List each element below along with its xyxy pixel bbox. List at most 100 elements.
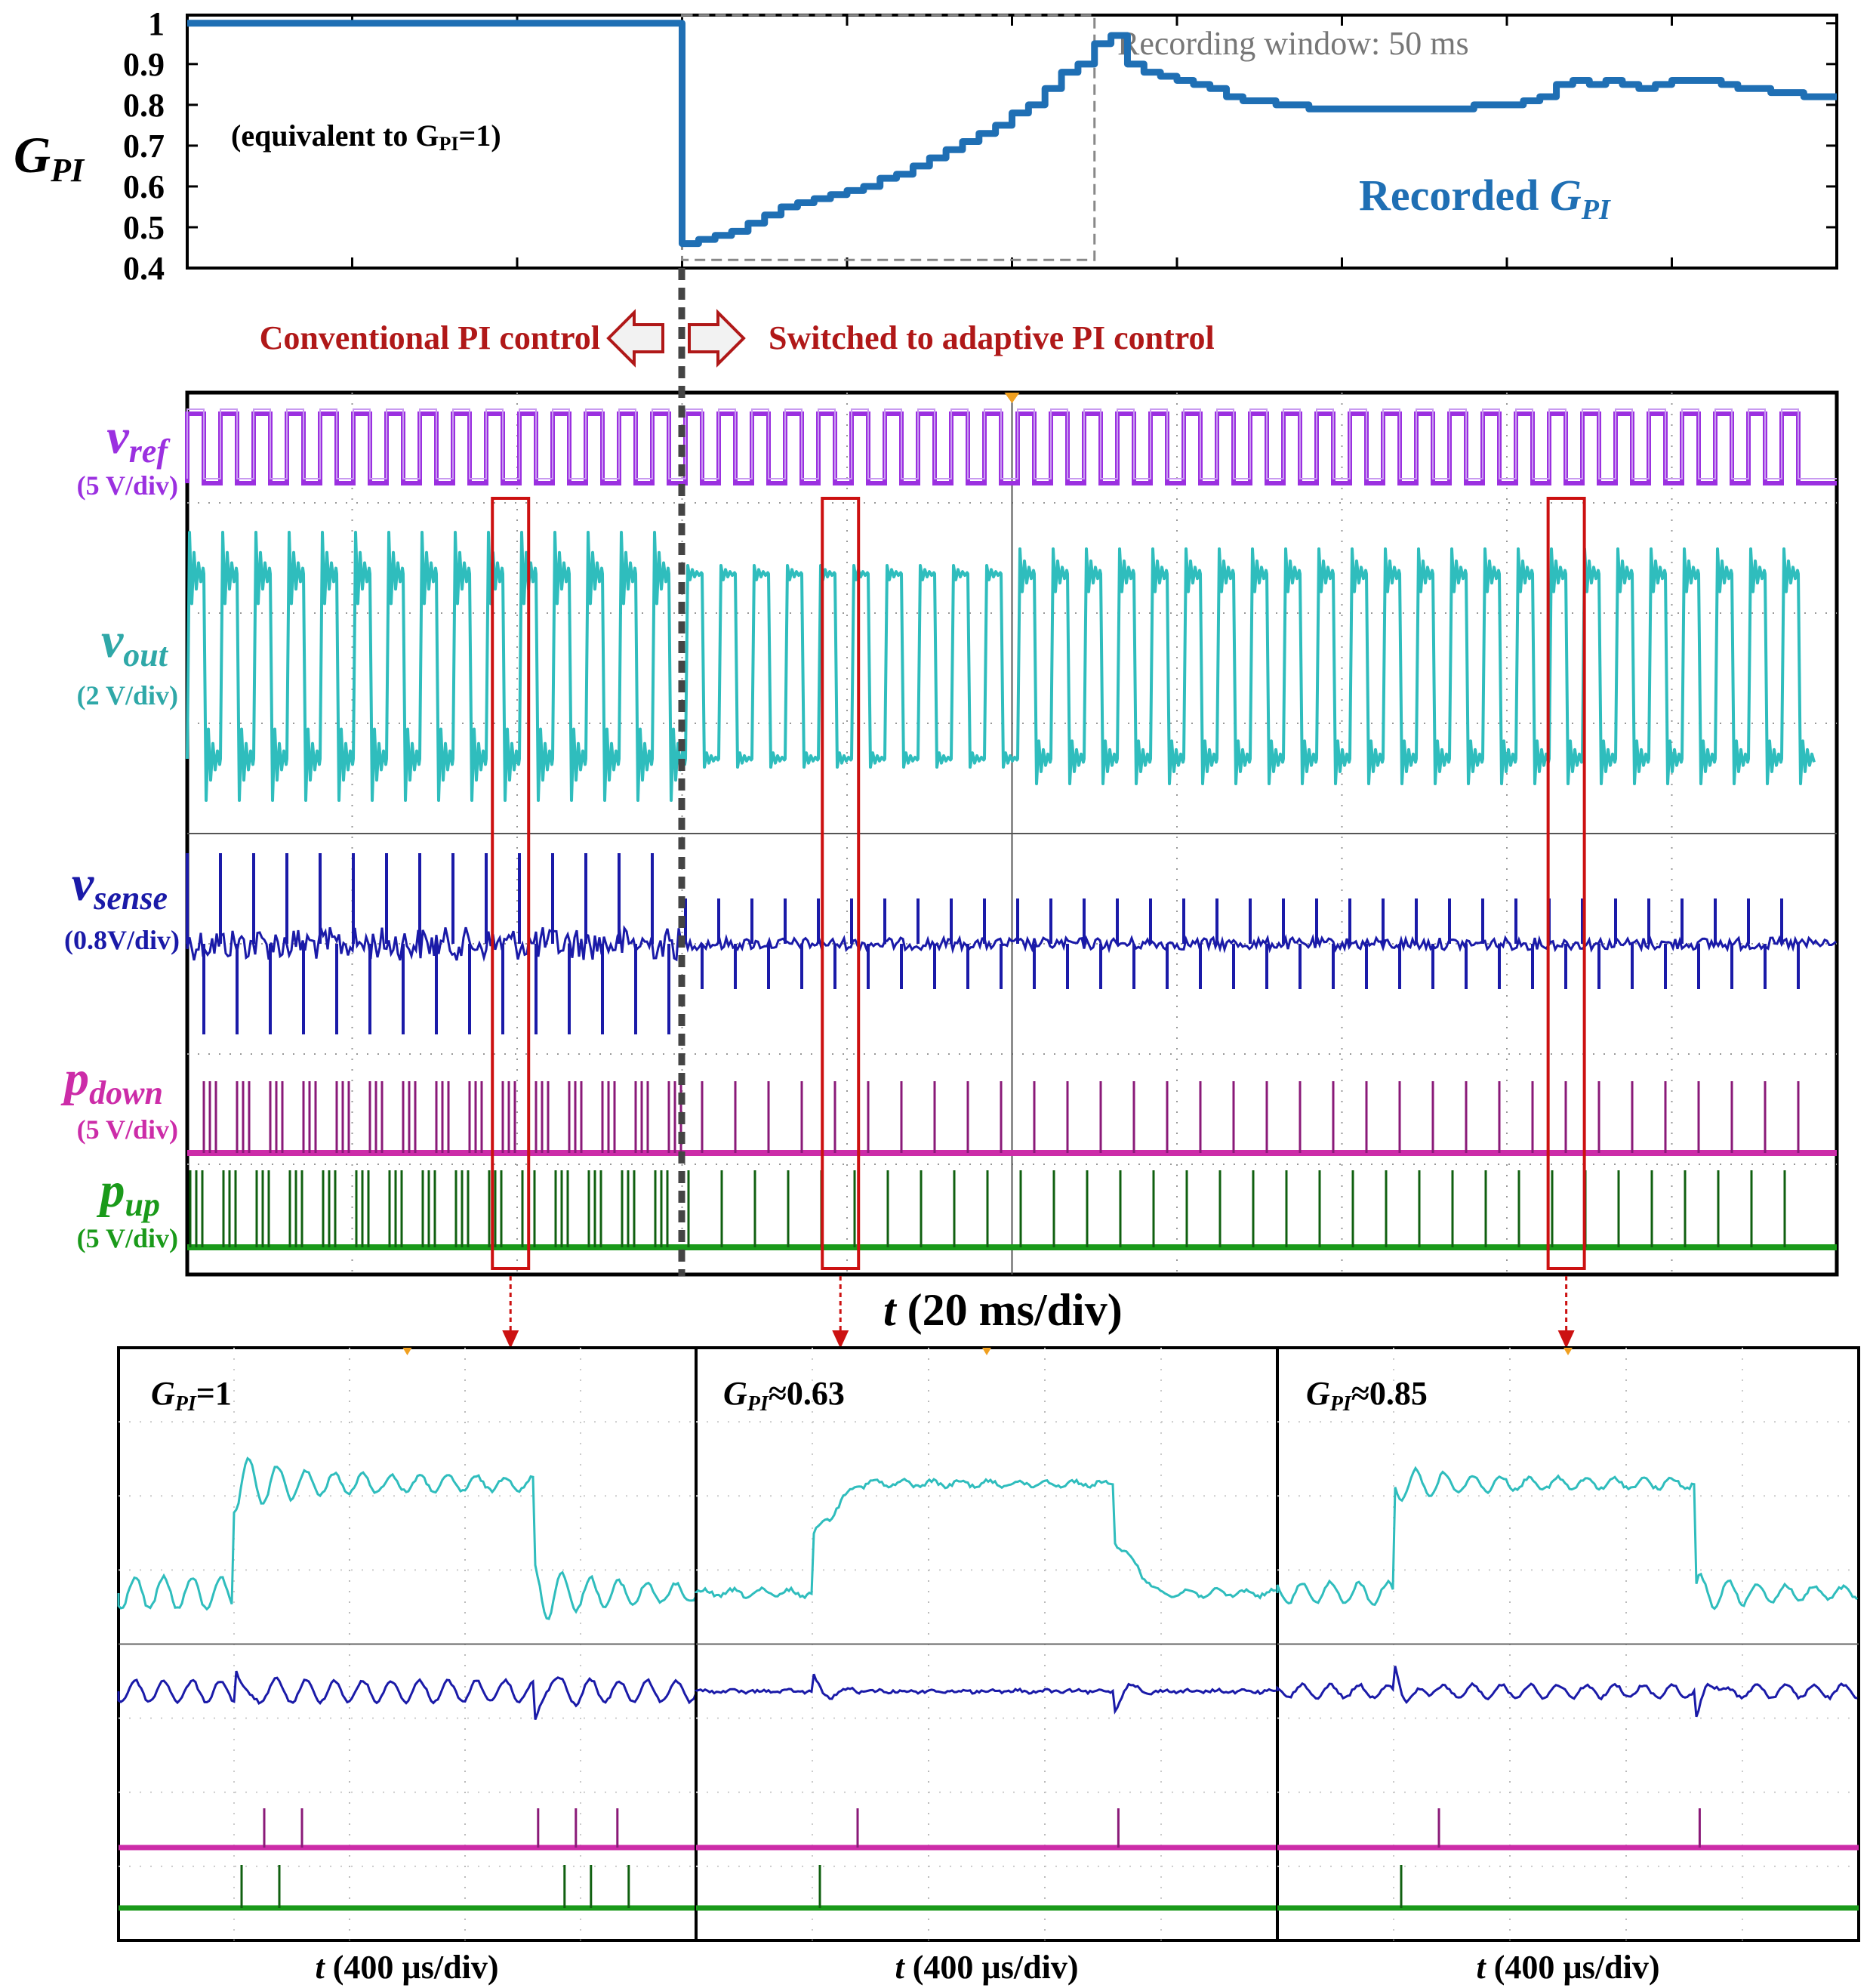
zoom-panel-2-grid	[696, 1348, 1277, 1940]
gpi-ytick-label: 0.9	[123, 46, 165, 83]
svg-text:vref: vref	[106, 409, 171, 470]
zoom-vsense-trace	[695, 1673, 1277, 1715]
vout-name: v	[101, 613, 124, 668]
pdown-sub: down	[89, 1074, 163, 1111]
zp1-g: G	[151, 1375, 175, 1412]
equivalent-sub: PI	[439, 133, 459, 155]
zoom-panel-2-traces	[695, 1478, 1277, 1911]
gpi-ytick-label: 0.4	[123, 250, 165, 287]
zoom-panel-3-traces	[1276, 1466, 1859, 1911]
gpi-ytick-label: 0.6	[123, 168, 165, 205]
svg-text:pup: pup	[97, 1163, 160, 1223]
channel-label-vref: vref (5 V/div)	[77, 409, 178, 501]
zoom-trigger-icon	[982, 1348, 991, 1355]
zoom-panel-3-x-label: t (400 µs/div)	[1477, 1949, 1660, 1986]
gpi-ytick-label: 0.5	[123, 209, 165, 246]
zoom-panel-1-gpi-label: GPI=1	[151, 1375, 232, 1416]
zoom-panel-1-grid	[119, 1348, 696, 1940]
zoom-arrow-head-icon	[1557, 1330, 1575, 1348]
equivalent-annotation: (equivalent to GPI=1)	[231, 119, 501, 155]
zp3-sub: PI	[1329, 1392, 1352, 1416]
zp3-val: ≈0.85	[1351, 1375, 1428, 1412]
zp3-g: G	[1306, 1375, 1330, 1412]
adaptive-pi-label: Switched to adaptive PI control	[769, 319, 1215, 356]
vout-trace	[186, 531, 1816, 802]
gpi-series-line	[187, 20, 1837, 248]
zoom-panel-3: GPI≈0.85 t (400 µs/div)	[1276, 1346, 1860, 1986]
pdown-name: p	[60, 1051, 89, 1106]
highlight-box	[1546, 497, 1586, 1270]
gpi-plot-frame	[186, 14, 1838, 270]
pup-scale: (5 V/div)	[77, 1223, 178, 1253]
equivalent-text: (equivalent to G	[231, 119, 439, 153]
vsense-scale: (0.8V/div)	[64, 925, 180, 955]
zoom-panel-1-traces	[117, 1456, 698, 1911]
main-x-axis-t: t	[883, 1285, 898, 1335]
vsense-name: v	[72, 856, 94, 911]
equivalent-end: =1)	[459, 119, 501, 153]
zoom-vout-trace	[1276, 1466, 1859, 1610]
zoom-trigger-icon	[1563, 1348, 1573, 1355]
channel-label-vout: vout (2 V/div)	[77, 613, 178, 710]
conventional-pi-label: Conventional PI control	[260, 319, 600, 356]
zoom-panel-2-x-label: t (400 µs/div)	[895, 1949, 1079, 1986]
svg-text:vout: vout	[101, 613, 169, 673]
zoom-trigger-icon	[402, 1348, 412, 1355]
zp1-xrest: (400 µs/div)	[325, 1949, 499, 1986]
pdown-scale: (5 V/div)	[77, 1114, 178, 1145]
zoom-vout-trace	[695, 1478, 1277, 1600]
scope-main: vref (5 V/div) vout (2 V/div) vsense (0.…	[60, 268, 1839, 1335]
gpi-ytick-label: 0.8	[123, 87, 165, 124]
zoom-arrows	[502, 1276, 1575, 1348]
gpi-ytick-label: 1	[148, 5, 165, 42]
vout-scale: (2 V/div)	[77, 680, 178, 710]
channel-label-pup: pup (5 V/div)	[77, 1163, 178, 1253]
channel-label-vsense: vsense (0.8V/div)	[64, 856, 180, 955]
zp3-t: t	[1477, 1949, 1487, 1986]
highlight-boxes	[491, 497, 1586, 1270]
recorded-g: G	[1550, 171, 1582, 220]
svg-text:vsense: vsense	[72, 856, 168, 917]
zoom-arrow-head-icon	[502, 1330, 519, 1348]
trigger-marker-icon	[1004, 393, 1020, 403]
zoom-vsense-trace	[117, 1670, 698, 1721]
scope-main-traces	[185, 408, 1838, 1250]
vref-trace-shadow	[186, 408, 1837, 479]
highlight-box	[821, 497, 861, 1270]
gpi-y-axis-label-g: G	[14, 126, 51, 183]
zoom-vout-trace	[117, 1456, 698, 1620]
vsense-trace	[186, 925, 1838, 963]
zoom-panel-2-gpi-label: GPI≈0.63	[723, 1375, 845, 1416]
left-arrow-icon	[606, 309, 664, 368]
vref-sub: ref	[129, 433, 171, 470]
gpi-ytick-label: 0.7	[123, 128, 165, 165]
gpi-plot: 10.90.80.70.60.50.4 GPI Recording window…	[14, 5, 1838, 287]
zoom-arrow-head-icon	[832, 1330, 849, 1348]
recorded-gpi-label: Recorded GPI	[1359, 171, 1611, 226]
recorded-text: Recorded	[1359, 171, 1550, 220]
zp1-t: t	[316, 1949, 326, 1986]
channel-label-pdown: pdown (5 V/div)	[60, 1051, 178, 1145]
zp2-xrest: (400 µs/div)	[904, 1949, 1079, 1986]
recording-window-label: Recording window: 50 ms	[1117, 25, 1469, 62]
gpi-ytick-labels: 1 0.9 0.8 0.70.6 0.5 0.4	[123, 5, 165, 287]
zoom-panel-3-grid	[1277, 1348, 1859, 1940]
zp2-t: t	[895, 1949, 906, 1986]
pup-name: p	[97, 1163, 125, 1218]
zoom-vsense-trace	[1276, 1666, 1858, 1718]
main-x-axis-label: t (20 ms/div)	[883, 1285, 1123, 1335]
vout-sub: out	[123, 636, 168, 673]
recorded-sub: PI	[1581, 194, 1611, 226]
zoom-panel-3-gpi-label: GPI≈0.85	[1306, 1375, 1428, 1416]
zp2-g: G	[723, 1375, 747, 1412]
recording-window-box	[681, 14, 1096, 261]
zoom-panels: GPI=1 t (400 µs/div) GPI≈0.63 t (400 µs/…	[117, 1346, 1860, 1986]
pup-sub: up	[125, 1186, 160, 1223]
zoom-panel-2: GPI≈0.63 t (400 µs/div)	[695, 1346, 1279, 1986]
vref-name: v	[106, 409, 129, 464]
zoom-panel-1: GPI=1 t (400 µs/div)	[117, 1346, 698, 1986]
zoom-panel-1-x-label: t (400 µs/div)	[316, 1949, 499, 1986]
zp3-xrest: (400 µs/div)	[1486, 1949, 1660, 1986]
vsense-sub: sense	[93, 880, 168, 917]
